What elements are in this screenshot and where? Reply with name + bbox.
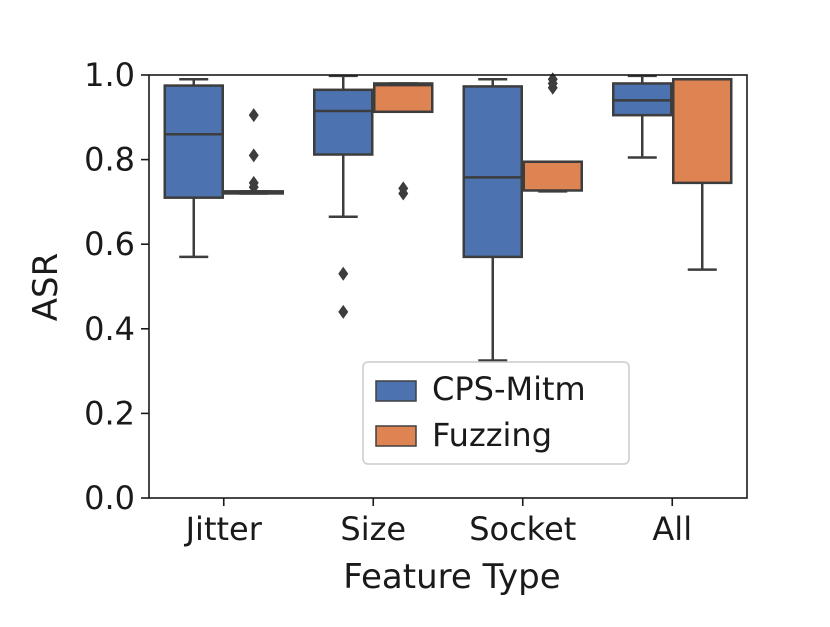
box-cps-mitm-socket [462, 85, 523, 259]
plot-area [163, 72, 733, 362]
box-group-fuzzing-jitter [223, 108, 284, 195]
y-tick-label-4: 0.8 [84, 141, 135, 179]
x-tick-label-jitter: Jitter [184, 510, 263, 548]
x-axis-label: Feature Type [343, 557, 560, 597]
box-group-cps-mitm-socket [462, 77, 523, 362]
box-group-fuzzing-all [672, 77, 733, 271]
box-cps-mitm-size [313, 88, 374, 156]
axes: 0.0 0.2 0.4 0.6 0.8 1.0 Jitter Size Socket All [84, 56, 748, 548]
x-tick-label-size: Size [340, 510, 406, 548]
box-group-cps-mitm-jitter [163, 77, 224, 259]
outlier-fuzzing-jitter-3 [248, 180, 259, 195]
outlier-fuzzing-jitter-1 [248, 148, 259, 163]
y-tick-label-5: 1.0 [84, 56, 135, 94]
legend-swatch-cps-mitm [375, 380, 417, 402]
legend-label-cps-mitm: CPS-Mitm [432, 370, 586, 408]
y-tick-label-3: 0.6 [84, 225, 135, 263]
y-tick-label-0: 0.0 [84, 479, 135, 517]
legend-swatch-fuzzing [375, 425, 417, 447]
outlier-fuzzing-jitter-0 [248, 108, 259, 123]
box-fuzzing-size [373, 82, 434, 114]
x-tick-label-all: All [652, 510, 692, 548]
box-fuzzing-all [672, 77, 733, 185]
legend-label-fuzzing: Fuzzing [432, 416, 552, 454]
box-group-fuzzing-size [373, 82, 434, 201]
box-group-cps-mitm-size [313, 74, 374, 319]
plot-frame [148, 74, 748, 499]
box-group-cps-mitm-all [612, 74, 673, 159]
box-cps-mitm-jitter [163, 84, 224, 199]
outlier-cps-mitm-size-1 [338, 304, 349, 319]
legend-frame [362, 361, 630, 465]
legend: CPS-Mitm Fuzzing [362, 361, 630, 465]
y-axis-label: ASR [26, 253, 66, 321]
outlier-fuzzing-socket-2 [547, 80, 558, 95]
box-fuzzing-socket [522, 160, 583, 192]
outlier-cps-mitm-size-0 [338, 266, 349, 281]
y-tick-label-1: 0.2 [84, 394, 135, 432]
y-tick-label-2: 0.4 [84, 310, 135, 348]
x-tick-label-socket: Socket [469, 510, 576, 548]
outlier-fuzzing-size-1 [398, 186, 409, 201]
box-group-fuzzing-socket [522, 72, 583, 193]
